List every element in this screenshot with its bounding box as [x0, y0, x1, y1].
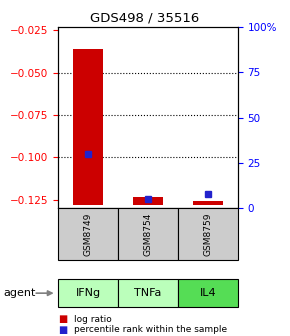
Text: ■: ■ — [58, 325, 67, 335]
Text: agent: agent — [3, 288, 35, 298]
Text: ■: ■ — [58, 314, 67, 324]
Text: GSM8759: GSM8759 — [203, 213, 212, 256]
Bar — [133, 197, 163, 205]
Text: GSM8749: GSM8749 — [84, 213, 93, 256]
Text: GSM8754: GSM8754 — [143, 213, 153, 256]
Text: log ratio: log ratio — [74, 315, 112, 324]
Bar — [193, 201, 223, 205]
Text: IL4: IL4 — [200, 288, 216, 298]
Bar — [73, 49, 103, 205]
Text: IFNg: IFNg — [75, 288, 101, 298]
Text: TNFa: TNFa — [134, 288, 162, 298]
Text: percentile rank within the sample: percentile rank within the sample — [74, 326, 227, 334]
Text: GDS498 / 35516: GDS498 / 35516 — [90, 12, 200, 25]
